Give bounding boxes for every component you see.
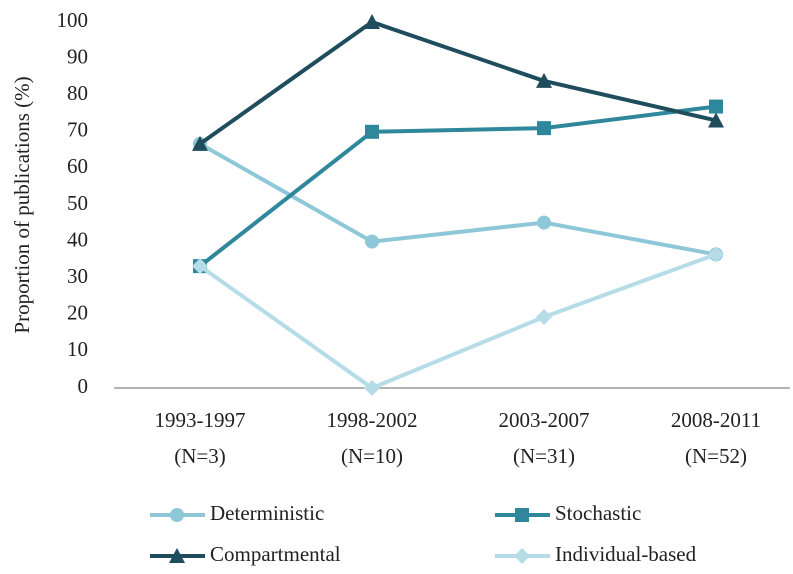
y-tick-label: 60	[67, 154, 88, 178]
y-tick-label: 20	[67, 301, 88, 325]
x-tick-label: (N=3)	[174, 444, 226, 468]
marker	[536, 72, 552, 88]
marker	[514, 548, 530, 564]
x-tick-label: (N=31)	[513, 444, 575, 468]
y-tick-label: 10	[67, 337, 88, 361]
marker	[169, 548, 185, 563]
marker	[515, 508, 529, 522]
legend-label: Compartmental	[210, 542, 341, 566]
x-tick-label: 2003-2007	[499, 408, 590, 432]
y-tick-label: 50	[67, 191, 88, 215]
x-tick-label: (N=10)	[341, 444, 403, 468]
y-tick-label: 90	[67, 44, 88, 68]
y-axis-title: Proportion of publications (%)	[10, 76, 34, 333]
series-line	[198, 252, 717, 390]
x-tick-label: 1998-2002	[327, 408, 418, 432]
series-line	[198, 20, 717, 146]
legend-label: Individual-based	[555, 542, 697, 566]
marker	[537, 121, 551, 136]
y-tick-label: 30	[67, 264, 88, 288]
marker	[364, 380, 380, 396]
marker	[708, 112, 724, 128]
series-line	[198, 104, 717, 268]
marker	[365, 234, 379, 249]
marker	[192, 258, 208, 275]
marker	[365, 124, 379, 139]
x-tick-label: 2008-2011	[671, 408, 761, 432]
marker	[708, 246, 724, 263]
series-line	[199, 142, 717, 257]
y-tick-label: 0	[78, 374, 89, 398]
y-tick-label: 100	[57, 8, 89, 32]
x-tick-label: (N=52)	[685, 444, 747, 468]
marker	[537, 215, 551, 230]
marker	[536, 308, 552, 325]
y-tick-label: 80	[67, 81, 88, 105]
marker	[192, 135, 208, 151]
x-tick-label: 1993-1997	[155, 408, 246, 432]
legend-label: Stochastic	[555, 501, 641, 525]
marker	[709, 99, 723, 114]
legend-label: Deterministic	[210, 501, 324, 525]
y-tick-label: 70	[67, 118, 88, 142]
marker	[170, 508, 184, 522]
y-tick-label: 40	[67, 227, 88, 251]
marker	[364, 14, 380, 29]
